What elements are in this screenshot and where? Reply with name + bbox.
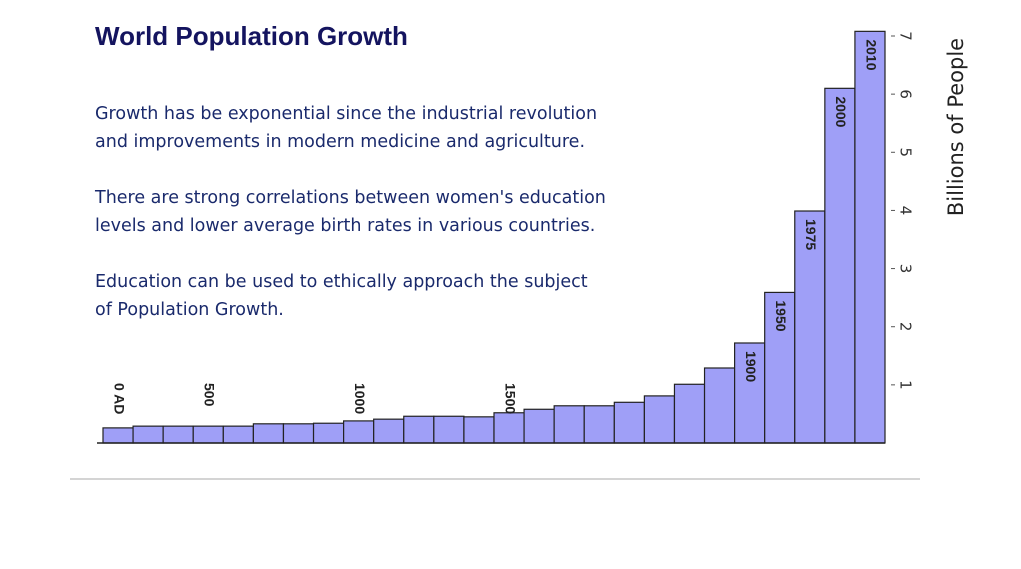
- bar: [493, 412, 525, 444]
- y-tick-label: 3: [897, 264, 915, 274]
- x-tick-label: 1975: [803, 219, 819, 250]
- bar: [403, 415, 435, 444]
- paragraph-line: Education can be used to ethically appro…: [95, 272, 588, 292]
- bar: [854, 30, 886, 444]
- bar: [523, 408, 555, 444]
- bar: [192, 425, 224, 444]
- paragraph-line: levels and lower average birth rates in …: [95, 216, 595, 236]
- x-tick-label: 1950: [773, 300, 789, 331]
- bar: [102, 427, 134, 444]
- x-tick-label: 0 AD: [111, 383, 127, 414]
- bar: [162, 425, 194, 444]
- chart: 1 2 3 4 5 6 7 Billions of People 0 AD 500 1000 1500…: [97, 30, 968, 444]
- bar: [673, 383, 706, 444]
- x-tick-label: 2000: [833, 96, 849, 127]
- bar: [433, 415, 465, 444]
- y-tick-label: 2: [897, 322, 915, 332]
- bar: [132, 425, 164, 444]
- bar: [703, 367, 736, 444]
- x-tick-label: 500: [202, 383, 218, 407]
- x-tick-label: 2010: [863, 39, 879, 70]
- x-tick-label: 1500: [502, 383, 518, 414]
- bar: [373, 418, 405, 444]
- bar: [252, 423, 285, 444]
- bar: [312, 422, 345, 444]
- paragraph-line: Growth has be exponential since the indu…: [95, 104, 597, 124]
- bar: [343, 420, 375, 444]
- slide-title: World Population Growth: [95, 21, 408, 51]
- y-tick-label: 7: [897, 31, 915, 41]
- bar: [824, 87, 856, 444]
- bar: [282, 423, 315, 444]
- paragraph-line: There are strong correlations between wo…: [94, 188, 606, 208]
- bar: [463, 416, 495, 444]
- bar: [583, 405, 615, 444]
- bar: [222, 425, 254, 444]
- y-tick-label: 4: [897, 206, 915, 216]
- paragraph-line: and improvements in modern medicine and …: [95, 132, 585, 152]
- y-tick-label: 6: [897, 89, 915, 99]
- bar: [553, 405, 585, 444]
- y-tick-label: 1: [897, 380, 915, 390]
- paragraph-line: of Population Growth.: [95, 300, 284, 320]
- bar: [734, 342, 766, 444]
- bar: [643, 395, 676, 444]
- y-tick-label: 5: [897, 148, 915, 158]
- y-axis-label: Billions of People: [944, 38, 968, 216]
- bar: [613, 401, 645, 444]
- x-tick-label: 1000: [352, 383, 368, 414]
- x-tick-label: 1900: [743, 351, 759, 382]
- body-text: Growth has be exponential since the indu…: [94, 104, 606, 320]
